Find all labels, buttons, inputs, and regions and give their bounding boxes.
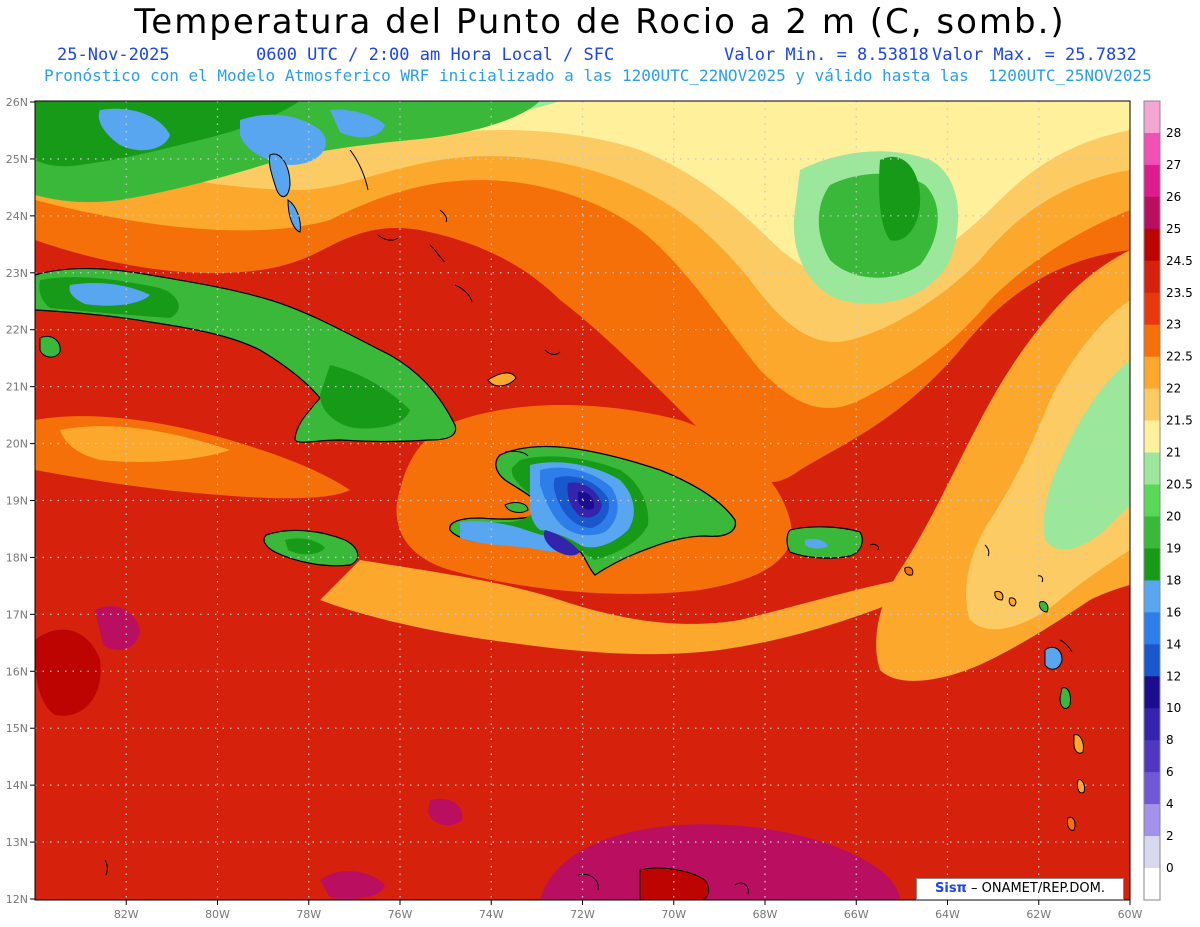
lon-label: 76W xyxy=(388,908,413,921)
lon-label: 60W xyxy=(1118,908,1143,921)
legend-swatch xyxy=(1144,516,1160,549)
legend-swatch xyxy=(1144,868,1160,901)
lon-label: 68W xyxy=(753,908,778,921)
legend-swatch xyxy=(1144,548,1160,581)
legend-swatch xyxy=(1144,356,1160,389)
lat-label: 21N xyxy=(6,381,28,394)
latitude-labels: 26N 25N 24N 23N 22N 21N 20N 19N 18N 17N 16N 15N 14N 1… xyxy=(6,96,35,906)
lon-label: 78W xyxy=(296,908,321,921)
lon-label: 74W xyxy=(479,908,504,921)
legend-label: 14 xyxy=(1166,637,1181,651)
legend-swatch xyxy=(1144,260,1160,294)
legend-swatch xyxy=(1144,420,1160,453)
longitude-labels: 82W 80W 78W 76W 74W 72W 70W 68W 66W 64W 62W 60W xyxy=(114,900,1143,921)
legend-swatch xyxy=(1144,484,1160,517)
legend-swatch xyxy=(1144,612,1160,645)
lat-label: 22N xyxy=(6,324,28,337)
legend-label: 20 xyxy=(1166,509,1181,523)
legend-swatch xyxy=(1144,740,1160,773)
valid-time: 0600 UTC / 2:00 am Hora Local / SFC xyxy=(256,45,615,65)
lat-label: 13N xyxy=(6,836,28,849)
map-title: Temperatura del Punto de Rocio a 2 m (C,… xyxy=(134,2,1066,42)
lat-label: 17N xyxy=(6,608,28,621)
legend-swatch xyxy=(1144,101,1160,134)
legend-frame xyxy=(1143,100,1161,901)
legend-label: 27 xyxy=(1166,158,1181,172)
legend-label: 23.5 xyxy=(1166,286,1193,300)
value-min: Valor Min. = 8.53818 xyxy=(724,45,929,65)
lat-label: 24N xyxy=(6,210,28,223)
lon-label: 80W xyxy=(205,908,230,921)
credit-text: – ONAMET/REP.DOM. xyxy=(966,881,1105,896)
legend-swatch xyxy=(1144,804,1160,837)
valid-date: 25-Nov-2025 xyxy=(57,45,170,65)
legend-label: 26 xyxy=(1166,190,1181,204)
lat-lon-grid xyxy=(35,101,1130,900)
lon-label: 82W xyxy=(114,908,139,921)
legend-swatch xyxy=(1144,772,1160,805)
legend-label: 2 xyxy=(1166,829,1174,843)
legend-swatch xyxy=(1144,388,1160,421)
lat-label: 26N xyxy=(6,96,28,109)
lon-label: 72W xyxy=(570,908,595,921)
legend-label: 25 xyxy=(1166,222,1181,236)
lat-label: 14N xyxy=(6,779,28,792)
legend-swatch xyxy=(1144,708,1160,741)
value-max: Valor Max. = 25.7832 xyxy=(932,45,1137,65)
legend-swatch xyxy=(1144,644,1160,677)
credit-box: Sisπ – ONAMET/REP.DOM. xyxy=(916,878,1124,900)
legend-label: 24.5 xyxy=(1166,254,1193,268)
lon-label: 66W xyxy=(844,908,869,921)
lat-label: 25N xyxy=(6,153,28,166)
legend-label: 12 xyxy=(1166,669,1181,683)
lat-label: 16N xyxy=(6,665,28,678)
lon-label: 64W xyxy=(935,908,960,921)
legend-label: 6 xyxy=(1166,765,1174,779)
lat-label: 18N xyxy=(6,551,28,564)
color-legend: 0 2 4 6 8 10 12 14 16 18 19 20 20.5 21 21.5 22 22.5 23 23.… xyxy=(1143,100,1193,901)
legend-swatch xyxy=(1144,132,1160,166)
lat-label: 23N xyxy=(6,267,28,280)
model-info: Pronóstico con el Modelo Atmosferico WRF… xyxy=(44,66,1152,85)
legend-label: 22.5 xyxy=(1166,350,1193,364)
legend-label: 19 xyxy=(1166,541,1181,555)
legend-label: 22 xyxy=(1166,382,1181,396)
legend-swatch xyxy=(1144,452,1160,485)
legend-label: 28 xyxy=(1166,126,1181,140)
legend-swatch xyxy=(1144,676,1160,709)
legend-swatch xyxy=(1144,196,1160,230)
legend-label: 18 xyxy=(1166,573,1181,587)
legend-swatch xyxy=(1144,228,1160,262)
legend-swatch xyxy=(1144,580,1160,613)
legend-label: 20.5 xyxy=(1166,478,1193,492)
lat-label: 19N xyxy=(6,495,28,508)
legend-label: 10 xyxy=(1166,701,1181,715)
lat-label: 12N xyxy=(6,893,28,906)
legend-label: 21 xyxy=(1166,446,1181,460)
lon-label: 70W xyxy=(661,908,686,921)
legend-label: 21.5 xyxy=(1166,414,1193,428)
lat-label: 15N xyxy=(6,722,28,735)
legend-label: 8 xyxy=(1166,733,1174,747)
lat-label: 20N xyxy=(6,438,28,451)
legend-swatch xyxy=(1144,324,1160,357)
legend-label: 0 xyxy=(1166,861,1174,875)
legend-swatch xyxy=(1144,836,1160,869)
lon-label: 62W xyxy=(1026,908,1051,921)
legend-label: 4 xyxy=(1166,797,1174,811)
sispi-logo: Sisπ xyxy=(935,881,967,896)
legend-swatch xyxy=(1144,292,1160,326)
legend-swatch xyxy=(1144,164,1160,198)
legend-label: 16 xyxy=(1166,605,1181,619)
legend-label: 23 xyxy=(1166,318,1181,332)
